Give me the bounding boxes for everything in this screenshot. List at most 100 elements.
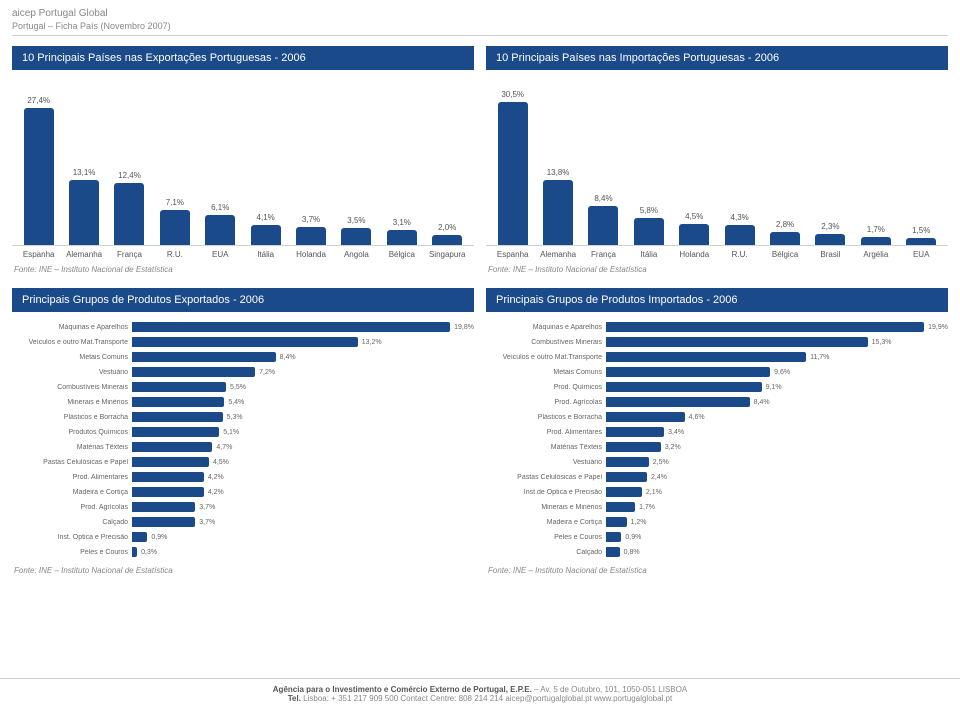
panel-title: Principais Grupos de Produtos Importados… bbox=[486, 288, 948, 312]
hbar-value-label: 4,6% bbox=[689, 414, 705, 421]
hbar-category-label: Calçado bbox=[486, 549, 606, 556]
bar-value-label: 30,5% bbox=[501, 90, 524, 99]
bar-value-label: 2,3% bbox=[821, 222, 839, 231]
hbar-category-label: Madeira e Cortiça bbox=[12, 489, 132, 496]
hbar bbox=[606, 457, 649, 467]
bar bbox=[725, 225, 755, 245]
row-bottom-charts: Principais Grupos de Produtos Exportados… bbox=[0, 282, 960, 583]
hbar bbox=[606, 322, 924, 332]
hbar-value-label: 0,9% bbox=[625, 534, 641, 541]
hbar-row: Madeira e Cortiça4,2% bbox=[12, 485, 474, 499]
hbar-track: 5,4% bbox=[132, 397, 474, 407]
bar-value-label: 2,8% bbox=[776, 220, 794, 229]
hbar-chart-import-products: Máquinas e Aparelhos19,9%Combustíveis Mi… bbox=[486, 320, 948, 559]
bar-chart-export-countries: 27,4%13,1%12,4%7,1%6,1%4,1%3,7%3,5%3,1%2… bbox=[12, 76, 474, 246]
bar-value-label: 4,1% bbox=[257, 213, 275, 222]
x-axis-label: França bbox=[582, 250, 624, 259]
hbar-category-label: Matérias Têxteis bbox=[486, 444, 606, 451]
bar-value-label: 7,1% bbox=[166, 198, 184, 207]
hbar-category-label: Pastas Celulósicas e Papel bbox=[12, 459, 132, 466]
bar bbox=[679, 224, 709, 245]
bar bbox=[341, 228, 371, 246]
x-axis-label: Espanha bbox=[492, 250, 534, 259]
hbar-track: 8,4% bbox=[606, 397, 948, 407]
hbar-track: 3,7% bbox=[132, 517, 474, 527]
vbar-item: 3,7% bbox=[290, 215, 332, 246]
hbar-value-label: 11,7% bbox=[810, 354, 829, 361]
hbar bbox=[132, 427, 219, 437]
hbar-category-label: Metais Comuns bbox=[12, 354, 132, 361]
hbar bbox=[132, 337, 358, 347]
hbar-row: Vestuário2,5% bbox=[486, 455, 948, 469]
hbar bbox=[132, 502, 195, 512]
source-note: Fonte: INE – Instituto Nacional de Estat… bbox=[12, 560, 474, 577]
hbar-row: Inst. Óptica e Precisão0,9% bbox=[12, 530, 474, 544]
hbar-track: 4,2% bbox=[132, 472, 474, 482]
hbar-track: 4,7% bbox=[132, 442, 474, 452]
bar bbox=[906, 238, 936, 245]
hbar-value-label: 3,2% bbox=[665, 444, 681, 451]
hbar-category-label: Combustíveis Minerais bbox=[12, 384, 132, 391]
row-top-charts: 10 Principais Países nas Exportações Por… bbox=[0, 40, 960, 282]
hbar-row: Prod. Químicos9,1% bbox=[486, 380, 948, 394]
hbar-track: 3,2% bbox=[606, 442, 948, 452]
x-axis-export: EspanhaAlemanhaFrançaR.U.EUAItáliaHoland… bbox=[12, 246, 474, 259]
footer-org: Agência para o Investimento e Comércio E… bbox=[273, 685, 532, 694]
hbar-value-label: 1,2% bbox=[631, 519, 647, 526]
bar bbox=[24, 108, 54, 245]
hbar-value-label: 2,1% bbox=[646, 489, 662, 496]
hbar bbox=[606, 532, 621, 542]
hbar-track: 4,5% bbox=[132, 457, 474, 467]
hbar-value-label: 4,7% bbox=[216, 444, 232, 451]
hbar-category-label: Veículos e outro Mat.Transporte bbox=[12, 339, 132, 346]
vbar-item: 13,1% bbox=[63, 168, 105, 246]
hbar-row: Veículos e outro Mat.Transporte13,2% bbox=[12, 335, 474, 349]
vbar-item: 2,3% bbox=[809, 222, 851, 245]
vbar-item: 5,8% bbox=[628, 206, 670, 245]
source-note: Fonte: INE – Instituto Nacional de Estat… bbox=[486, 560, 948, 577]
hbar-value-label: 8,4% bbox=[280, 354, 296, 361]
hbar-row: Madeira e Cortiça1,2% bbox=[486, 515, 948, 529]
hbar-value-label: 0,8% bbox=[624, 549, 640, 556]
hbar-track: 19,8% bbox=[132, 322, 474, 332]
x-axis-label: Angola bbox=[335, 250, 377, 259]
bar-value-label: 4,5% bbox=[685, 212, 703, 221]
hbar bbox=[606, 547, 620, 557]
bar bbox=[543, 180, 573, 245]
vbar-item: 4,3% bbox=[719, 213, 761, 245]
bar-value-label: 3,1% bbox=[393, 218, 411, 227]
hbar bbox=[606, 367, 770, 377]
hbar-track: 5,3% bbox=[132, 412, 474, 422]
bar-value-label: 1,5% bbox=[912, 226, 930, 235]
bar-value-label: 1,7% bbox=[867, 225, 885, 234]
hbar-row: Prod. Alimentares3,4% bbox=[486, 425, 948, 439]
footer-contacts: Lisboa: + 351 217 909 500 Contact Centre… bbox=[301, 694, 672, 703]
hbar-row: Veículos e outro Mat.Transporte11,7% bbox=[486, 350, 948, 364]
hbar-value-label: 8,4% bbox=[754, 399, 770, 406]
hbar-category-label: Máquinas e Aparelhos bbox=[12, 324, 132, 331]
hbar-category-label: Pastas Celulósicas e Papel bbox=[486, 474, 606, 481]
hbar-row: Minerais e Minérios1,7% bbox=[486, 500, 948, 514]
hbar bbox=[132, 487, 204, 497]
hbar bbox=[132, 412, 223, 422]
x-axis-label: EUA bbox=[199, 250, 241, 259]
hbar-row: Prod. Agrícolas8,4% bbox=[486, 395, 948, 409]
hbar-track: 7,2% bbox=[132, 367, 474, 377]
hbar-category-label: Inst. Óptica e Precisão bbox=[12, 534, 132, 541]
hbar-category-label: Prod. Químicos bbox=[486, 384, 606, 391]
hbar-row: Plásticos e Borracha5,3% bbox=[12, 410, 474, 424]
doc-subtitle: Portugal – Ficha País (Novembro 2007) bbox=[12, 21, 948, 36]
hbar-row: Vestuário7,2% bbox=[12, 365, 474, 379]
hbar-row: Combustíveis Minerais5,5% bbox=[12, 380, 474, 394]
vbar-item: 2,8% bbox=[764, 220, 806, 245]
panel-import-countries: 10 Principais Países nas Importações Por… bbox=[486, 46, 948, 276]
bar bbox=[634, 218, 664, 245]
bar-chart-import-countries: 30,5% 13,8% 8,4% 5,8% 4,5% 4,3% 2,8% 2,3% 1,7% 1,… bbox=[486, 76, 948, 246]
bar-value-label: 8,4% bbox=[594, 194, 612, 203]
vbar-item: 13,8% bbox=[537, 168, 579, 245]
vbar-item: 12,4% bbox=[108, 171, 150, 245]
vbar-item: 2,0% bbox=[426, 223, 468, 245]
source-note: Fonte: INE – Instituto Nacional de Estat… bbox=[12, 259, 474, 276]
hbar-track: 5,5% bbox=[132, 382, 474, 392]
hbar-track: 4,6% bbox=[606, 412, 948, 422]
